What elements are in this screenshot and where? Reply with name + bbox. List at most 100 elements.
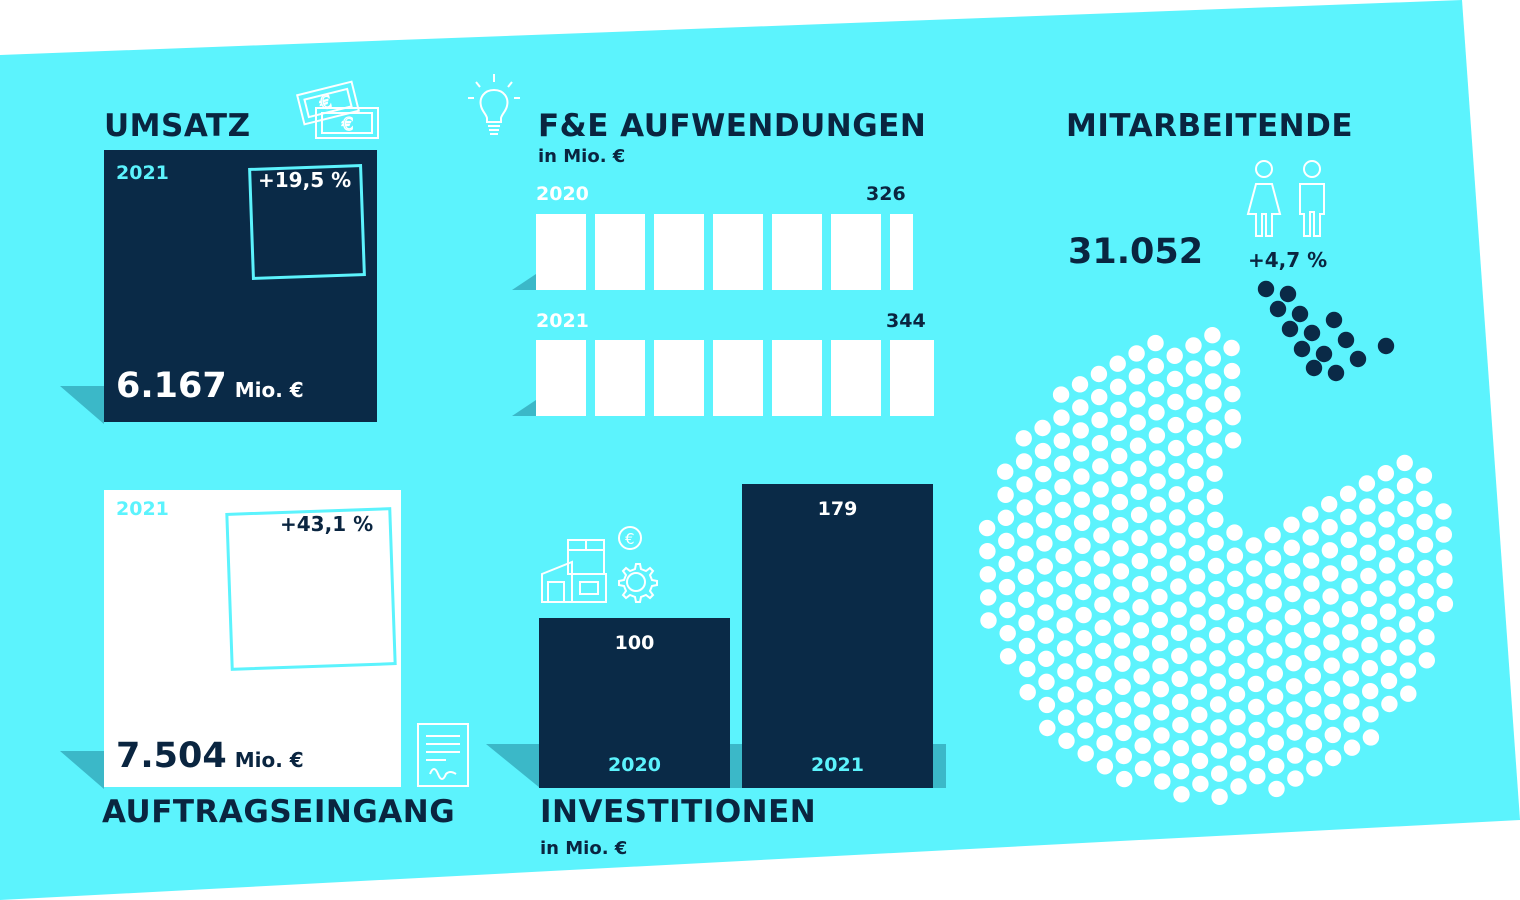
employee-dot	[997, 463, 1014, 480]
employee-dot	[1227, 593, 1244, 610]
employee-dot	[1188, 545, 1205, 562]
employee-dot	[1211, 765, 1228, 782]
employee-dot	[1304, 644, 1321, 662]
employee-dot	[1149, 496, 1167, 513]
employee-dot	[1115, 747, 1132, 765]
employee-dot	[1360, 590, 1377, 608]
employee-dot	[1111, 493, 1129, 511]
employee-dot	[1036, 535, 1053, 552]
umsatz-year: 2021	[116, 162, 169, 184]
employee-dot	[1130, 506, 1148, 524]
employee-dot	[1113, 586, 1130, 603]
invest-title: INVESTITIONEN	[540, 794, 817, 830]
employee-dot	[998, 555, 1015, 573]
employee-dot	[1094, 596, 1111, 613]
employee-dot	[1131, 552, 1148, 570]
employee-dot	[1396, 454, 1413, 472]
employee-dot	[1247, 652, 1264, 669]
employee-dot	[1204, 350, 1221, 367]
employee-dot	[1229, 732, 1246, 749]
employee-dot	[1131, 529, 1148, 547]
employee-dot	[1151, 588, 1168, 606]
employee-dot	[1053, 409, 1070, 426]
employee-dot	[1246, 583, 1263, 600]
employee-dot	[1359, 544, 1377, 561]
employee-dot	[1038, 650, 1055, 667]
employee-dot	[1435, 503, 1452, 520]
employee-dot	[1035, 465, 1052, 483]
employee-dot	[1265, 619, 1283, 636]
employee-dot	[1055, 547, 1072, 565]
employee-dot	[1207, 534, 1224, 552]
employee-dot	[1151, 611, 1168, 629]
employee-dot	[1055, 524, 1072, 542]
employee-dot	[1128, 368, 1146, 385]
auftrag-title: AUFTRAGSEINGANG	[102, 794, 456, 830]
employee-dot	[1223, 339, 1240, 357]
auftrag-value-line: 7.504 Mio. €	[116, 736, 304, 776]
invest-bar-value: 100	[614, 632, 655, 655]
employee-dot	[1303, 621, 1321, 639]
employee-dot	[1416, 490, 1433, 507]
euro-banknotes-icon: € €	[295, 80, 379, 139]
employee-dot	[1187, 498, 1205, 516]
employee-dot	[1054, 478, 1071, 496]
mitarbeitende-change: +4,7 %	[1248, 248, 1328, 272]
employee-dot	[1417, 606, 1435, 623]
employee-dot	[1112, 563, 1130, 580]
employee-dot	[1096, 758, 1114, 775]
employee-dot	[1418, 652, 1435, 669]
employee-dot	[1190, 637, 1207, 654]
employee-dot	[1341, 554, 1358, 572]
umsatz-card: 2021 +19,5 % 6.167 Mio. €	[104, 150, 377, 422]
employee-dot	[1189, 591, 1206, 608]
employee-dot	[1324, 726, 1341, 744]
employee-dot	[1148, 381, 1165, 398]
employee-dot	[1268, 780, 1285, 798]
employee-dot	[1362, 729, 1380, 746]
new-employee-dot	[1279, 285, 1297, 303]
new-employee-dot	[1269, 300, 1287, 318]
employee-dot	[1211, 788, 1228, 805]
employee-dot	[1321, 496, 1338, 513]
employee-dot	[1130, 460, 1147, 477]
employee-dot	[1128, 345, 1145, 362]
employee-dot	[1038, 673, 1055, 690]
employee-dot	[1035, 512, 1053, 529]
fe-bar-segment	[772, 340, 822, 416]
employee-dot	[1306, 760, 1323, 777]
employee-dot	[1052, 386, 1070, 403]
fe-bar-segment	[890, 214, 914, 290]
employee-dot	[980, 589, 997, 606]
employee-dot	[1132, 576, 1149, 593]
employee-dot	[1036, 581, 1054, 598]
employee-dot	[1417, 559, 1434, 577]
employee-dot	[1381, 695, 1398, 713]
employee-dot	[1090, 365, 1108, 383]
employee-dot	[1055, 571, 1073, 588]
employee-dot	[1134, 714, 1151, 731]
employee-dot	[1113, 632, 1131, 649]
invest-subtitle: in Mio. €	[540, 838, 628, 859]
employee-dot	[1341, 578, 1358, 595]
employee-dot	[1191, 729, 1208, 747]
employee-dot	[980, 612, 997, 629]
employee-dot	[1321, 542, 1339, 559]
people-icon	[1246, 160, 1325, 237]
employee-dot	[1416, 536, 1434, 554]
umsatz-value: 6.167	[116, 366, 227, 406]
umsatz-change: +19,5 %	[258, 168, 352, 192]
employee-dot	[1267, 734, 1284, 751]
auftrag-card: 2021 +43,1 % 7.504 Mio. €	[104, 490, 401, 787]
employee-dot	[1286, 724, 1303, 741]
employee-dot	[1283, 539, 1300, 556]
employee-dot	[1210, 742, 1228, 759]
employee-dot	[1186, 406, 1203, 423]
employee-dot	[1094, 619, 1111, 636]
employee-dot	[1303, 598, 1320, 615]
auftrag-year: 2021	[116, 498, 169, 520]
employee-dot	[1230, 778, 1247, 795]
employee-dot	[1362, 683, 1379, 700]
employee-dot	[1266, 642, 1283, 659]
employee-dot	[1173, 786, 1190, 803]
